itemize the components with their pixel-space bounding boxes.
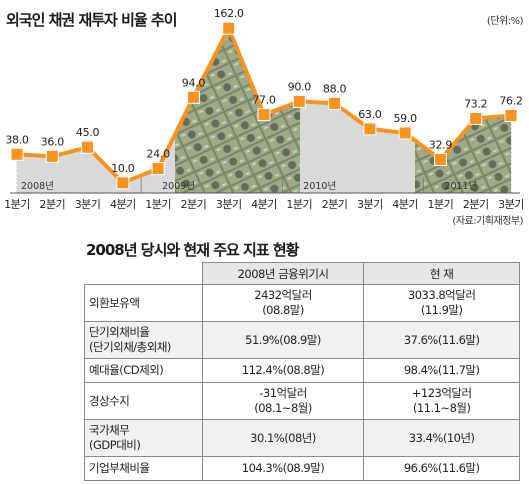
header-crisis: 2008년 금융위기시 xyxy=(201,262,365,285)
value-label: 73.2 xyxy=(464,98,487,111)
value-label: 45.0 xyxy=(76,126,100,139)
year-label: 2011년 xyxy=(444,181,477,192)
row-label: 국가채무 (GDP대비) xyxy=(84,419,203,457)
table-row: 기업부채비율 104.3%(08.9말) 96.6%(11.6말) xyxy=(84,456,520,481)
indicators-table: 2008년 금융위기시 현 재 외환보유액 2432억달러 (08.8말) 303… xyxy=(84,262,520,481)
header-corner xyxy=(84,262,203,285)
data-point xyxy=(328,96,342,110)
data-point xyxy=(45,149,59,163)
table-row: 국가채무 (GDP대비) 30.1%(08년) 33.4%(10년) xyxy=(84,419,520,457)
year-label: 2010년 xyxy=(303,181,336,192)
value-label: 77.0 xyxy=(252,94,276,107)
x-tick-label: 4분기 xyxy=(110,198,136,211)
data-point xyxy=(81,140,95,154)
data-markers xyxy=(10,21,518,190)
data-point xyxy=(116,176,130,190)
crisis-value: 2432억달러 (08.8말) xyxy=(201,284,365,322)
row-label: 단기외채비율 (단기외채/총외채) xyxy=(84,321,203,359)
value-label: 63.0 xyxy=(358,108,382,121)
x-tick-label: 1분기 xyxy=(286,198,312,211)
value-label: 38.0 xyxy=(5,133,29,146)
unit-label: (단위:%) xyxy=(486,16,524,27)
data-point xyxy=(257,108,271,122)
data-point xyxy=(222,21,236,35)
row-label: 기업부채비율 xyxy=(84,456,203,481)
data-point xyxy=(186,90,200,104)
value-label: 94.0 xyxy=(182,76,206,89)
table-header-row: 2008년 금융위기시 현 재 xyxy=(84,262,520,285)
crisis-value: 30.1%(08년) xyxy=(201,419,365,457)
data-point xyxy=(433,153,447,167)
crisis-value: -31억달러 (08.1~8월) xyxy=(201,382,365,420)
crisis-value: 104.3%(08.9말) xyxy=(201,456,365,481)
x-tick-label: 1분기 xyxy=(145,198,171,211)
now-value: 37.6%(11.6말) xyxy=(363,321,520,359)
area-fill xyxy=(17,28,511,193)
table-title: 2008년 당시와 현재 주요 지표 현황 xyxy=(86,241,299,259)
value-label: 59.0 xyxy=(393,112,417,125)
x-tick-label: 4분기 xyxy=(251,198,277,211)
data-point xyxy=(363,122,377,136)
table-row: 경상수지 -31억달러 (08.1~8월) +123억달러 (11.1~8월) xyxy=(84,382,520,420)
header-now: 현 재 xyxy=(363,262,520,285)
value-label: 90.0 xyxy=(288,80,312,93)
row-label: 외환보유액 xyxy=(84,284,203,322)
x-tick-labels: 1분기 2분기 3분기 4분기 1분기 2분기 3분기 4분기 1분기 2분기 3분기 4분기 1분기 2… xyxy=(4,198,524,211)
value-label: 24.0 xyxy=(146,148,170,161)
year-label: 2009년 xyxy=(162,181,195,192)
x-tick-label: 3분기 xyxy=(357,198,383,211)
x-tick-label: 2분기 xyxy=(181,198,207,211)
data-point xyxy=(292,94,306,108)
x-tick-label: 2분기 xyxy=(39,198,65,211)
value-label: 162.0 xyxy=(214,7,244,20)
x-tick-label: 3분기 xyxy=(498,198,524,211)
crisis-value: 51.9%(08.9말) xyxy=(201,321,365,359)
x-tick-label: 3분기 xyxy=(216,198,242,211)
crisis-value: 112.4%(08.8말) xyxy=(201,358,365,383)
now-value: +123억달러 (11.1~8월) xyxy=(363,382,520,420)
year-labels: 2008년 2009년 2010년 2011년 xyxy=(21,178,477,193)
value-label: 32.9 xyxy=(429,139,453,152)
table-row: 단기외채비율 (단기외채/총외채) 51.9%(08.9말) 37.6%(11.6… xyxy=(84,321,520,359)
data-point xyxy=(469,112,483,126)
x-tick-label: 4분기 xyxy=(392,198,418,211)
value-label: 88.0 xyxy=(323,82,347,95)
reinvestment-ratio-chart: 2008년 2009년 2010년 2011년 38.0 36.0 45.0 10.0 24.… xyxy=(4,7,524,211)
data-point xyxy=(151,162,165,176)
source-note: (자료:기획재정부) xyxy=(452,216,523,227)
year-label: 2008년 xyxy=(21,181,54,192)
value-label: 36.0 xyxy=(41,135,65,148)
now-value: 98.4%(11.7말) xyxy=(363,358,520,383)
x-tick-label: 3분기 xyxy=(75,198,101,211)
x-tick-label: 1분기 xyxy=(428,198,454,211)
value-labels: 38.0 36.0 45.0 10.0 24.0 94.0 162.0 77.0 90.0 88.… xyxy=(5,7,523,175)
chart-title: 외국인 채권 재투자 비율 추이 xyxy=(6,11,177,29)
row-label: 예대율(CD제외) xyxy=(84,358,203,383)
now-value: 96.6%(11.6말) xyxy=(363,456,520,481)
value-label: 76.2 xyxy=(499,94,522,107)
now-value: 3033.8억달러 (11.9말) xyxy=(363,284,520,322)
table-row: 예대율(CD제외) 112.4%(08.8말) 98.4%(11.7말) xyxy=(84,358,520,383)
data-point xyxy=(10,147,24,161)
value-label: 10.0 xyxy=(111,162,135,175)
row-label: 경상수지 xyxy=(84,382,203,420)
table-row: 외환보유액 2432억달러 (08.8말) 3033.8억달러 (11.9말) xyxy=(84,284,520,322)
data-point xyxy=(398,126,412,140)
x-tick-label: 1분기 xyxy=(4,198,30,211)
x-tick-label: 2분기 xyxy=(463,198,489,211)
data-point xyxy=(504,108,518,122)
now-value: 33.4%(10년) xyxy=(363,419,520,457)
x-tick-label: 2분기 xyxy=(322,198,348,211)
